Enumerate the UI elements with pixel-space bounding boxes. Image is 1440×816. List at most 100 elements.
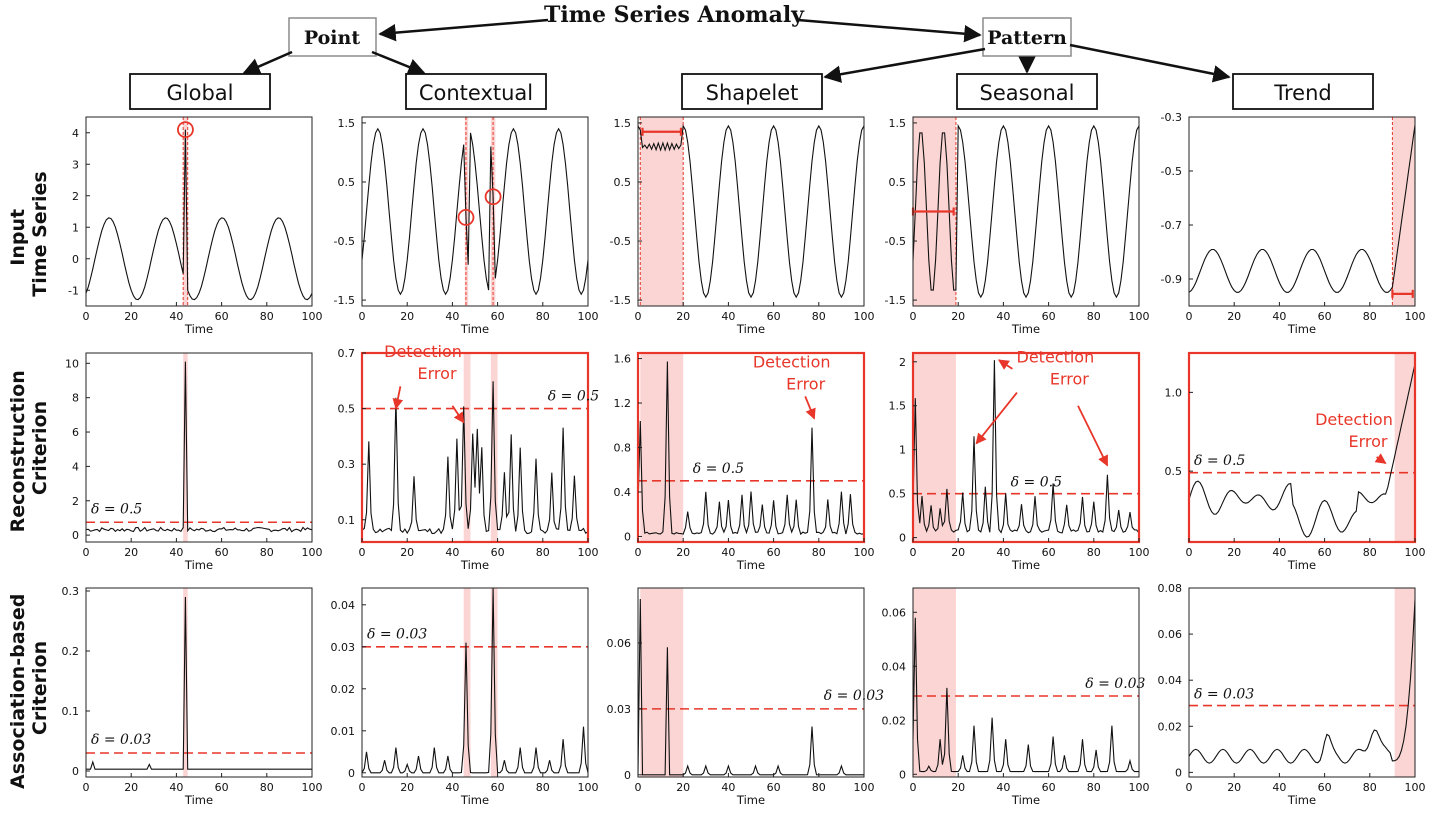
x-tick-label: 20 — [1227, 546, 1241, 559]
error-highlight-frame — [1187, 351, 1417, 544]
x-tick-label: 100 — [854, 546, 875, 559]
y-tick-label: 0 — [72, 529, 79, 542]
x-tick-label: 80 — [536, 546, 550, 559]
y-tick-label: 0.5 — [338, 176, 356, 189]
x-tick-label: 20 — [1227, 781, 1241, 794]
x-tick-label: 0 — [1186, 310, 1193, 323]
anomaly-point-marker — [457, 209, 475, 226]
x-tick-label: 80 — [260, 781, 274, 794]
x-tick-label: 100 — [302, 546, 323, 559]
row-label-reconstruction: Reconstruction Criterion — [7, 364, 51, 533]
x-tick-label: 40 — [721, 781, 735, 794]
x-axis-label: Time — [460, 793, 489, 807]
x-tick-label: 80 — [1087, 310, 1101, 323]
error-highlight-frame — [360, 351, 590, 544]
anomaly-shade-region — [183, 117, 188, 306]
x-tick-label: 20 — [951, 546, 965, 559]
series-line — [1188, 125, 1416, 293]
x-tick-label: 20 — [400, 310, 414, 323]
x-tick-label: 0 — [83, 546, 90, 559]
x-tick-label: 80 — [812, 310, 826, 323]
x-tick-label: 100 — [854, 310, 875, 323]
x-axis-label: Time — [736, 322, 765, 336]
y-tick-label: 0.5 — [614, 176, 632, 189]
x-tick-label: 80 — [812, 781, 826, 794]
anomaly-shade-region — [640, 353, 684, 542]
row-label-input-line1: Input — [7, 209, 29, 266]
x-axis-label: Time — [184, 558, 213, 572]
y-tick-label: 0.06 — [1158, 628, 1183, 641]
y-tick-label: 0 — [1175, 766, 1182, 779]
x-tick-label: 0 — [635, 781, 642, 794]
x-tick-label: 80 — [1087, 546, 1101, 559]
threshold-label: δ = 0.03 — [1194, 687, 1254, 703]
x-tick-label: 60 — [1318, 546, 1332, 559]
type-label-global: Global — [167, 81, 234, 105]
y-tick-label: 0 — [624, 769, 631, 782]
x-tick-label: 100 — [1129, 781, 1150, 794]
y-tick-label: 1.5 — [338, 117, 356, 130]
x-tick-label: 80 — [1087, 781, 1101, 794]
x-tick-label: 80 — [1363, 781, 1377, 794]
x-tick-label: 60 — [1042, 310, 1056, 323]
detection-error-note-line2: Error — [1050, 369, 1089, 388]
series-line — [85, 129, 313, 301]
y-tick-label: 1.5 — [889, 117, 907, 130]
x-tick-label: 60 — [215, 546, 229, 559]
y-tick-label: 0 — [72, 765, 79, 778]
row-label-association-line2: Criterion — [29, 641, 51, 735]
y-tick-label: 0.3 — [62, 585, 80, 598]
detection-error-note-line1: Detection — [384, 342, 462, 361]
x-tick-label: 100 — [1405, 546, 1426, 559]
detection-error-arrow — [804, 396, 816, 420]
threshold-label: δ = 0.5 — [1011, 475, 1062, 491]
tree-arrow-to-contextual — [371, 50, 426, 76]
x-tick-label: 40 — [445, 781, 459, 794]
x-axis-label: Time — [736, 558, 765, 572]
x-tick-label: 60 — [767, 546, 781, 559]
y-tick-label: 0.1 — [338, 514, 356, 527]
chart-panel-r2-c2: 0 20 40 60 80 100 Time 0 0.03 0.06 δ = 0.03 — [607, 587, 884, 807]
axes-frame — [85, 587, 313, 778]
axes-frame — [637, 587, 865, 778]
series-line — [912, 617, 1139, 773]
axes-frame — [85, 352, 313, 543]
x-tick-label: 40 — [1272, 310, 1286, 323]
y-tick-label: 0.04 — [882, 660, 907, 673]
y-tick-label: 0.1 — [62, 705, 80, 718]
x-tick-label: 60 — [215, 781, 229, 794]
detection-error-arrow — [1077, 405, 1109, 467]
x-tick-label: 40 — [1272, 546, 1286, 559]
axes-frame — [361, 587, 589, 778]
figure-title: Time Series Anomaly — [544, 2, 805, 28]
x-axis-label: Time — [736, 793, 765, 807]
y-tick-label: -0.9 — [1161, 273, 1182, 286]
threshold-label: δ = 0.03 — [824, 688, 884, 704]
detection-error-note-line2: Error — [786, 374, 825, 393]
type-box-contextual — [405, 73, 547, 110]
x-tick-label: 60 — [1318, 310, 1332, 323]
y-tick-label: 0 — [899, 768, 906, 781]
detection-error-note-line2: Error — [1348, 432, 1387, 451]
x-axis-label: Time — [184, 322, 213, 336]
tree-arrow-to-trend — [1069, 43, 1231, 83]
anomaly-point-marker — [177, 121, 194, 139]
series-line — [1188, 363, 1416, 538]
series-line — [86, 596, 312, 770]
y-tick-label: 0.04 — [331, 599, 356, 612]
x-tick-label: 80 — [1363, 310, 1377, 323]
x-axis-label: Time — [1011, 558, 1040, 572]
x-tick-label: 60 — [1042, 781, 1056, 794]
axes-frame — [361, 116, 589, 307]
chart-panel-r0-c4: 0 20 40 60 80 100 Time -0.9 -0.7 -0.5 -0.3 — [1161, 111, 1426, 336]
x-tick-label: 20 — [951, 310, 965, 323]
x-tick-label: 20 — [124, 310, 138, 323]
x-tick-label: 0 — [83, 310, 90, 323]
x-tick-label: 20 — [400, 546, 414, 559]
y-tick-label: 0.5 — [889, 488, 907, 501]
tree-arrow-to-point — [378, 18, 549, 42]
x-tick-label: 100 — [1405, 781, 1426, 794]
y-tick-label: 8 — [72, 392, 79, 405]
